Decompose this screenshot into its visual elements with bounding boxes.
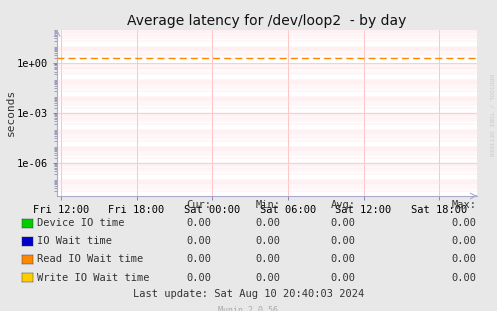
- Title: Average latency for /dev/loop2  - by day: Average latency for /dev/loop2 - by day: [127, 14, 407, 28]
- Text: 0.00: 0.00: [186, 218, 211, 228]
- Text: 0.00: 0.00: [331, 272, 355, 282]
- Text: Write IO Wait time: Write IO Wait time: [37, 272, 150, 282]
- Text: Device IO time: Device IO time: [37, 218, 125, 228]
- Text: 0.00: 0.00: [451, 236, 476, 246]
- Text: Min:: Min:: [256, 200, 281, 210]
- Text: 0.00: 0.00: [256, 236, 281, 246]
- Text: 0.00: 0.00: [186, 236, 211, 246]
- Text: Last update: Sat Aug 10 20:40:03 2024: Last update: Sat Aug 10 20:40:03 2024: [133, 289, 364, 299]
- Text: Max:: Max:: [451, 200, 476, 210]
- Text: IO Wait time: IO Wait time: [37, 236, 112, 246]
- Y-axis label: seconds: seconds: [5, 89, 15, 136]
- Text: Munin 2.0.56: Munin 2.0.56: [219, 306, 278, 311]
- Text: 0.00: 0.00: [451, 218, 476, 228]
- Text: 0.00: 0.00: [186, 272, 211, 282]
- Text: Cur:: Cur:: [186, 200, 211, 210]
- Text: 0.00: 0.00: [331, 218, 355, 228]
- Text: Read IO Wait time: Read IO Wait time: [37, 254, 144, 264]
- Text: 0.00: 0.00: [256, 218, 281, 228]
- Text: 0.00: 0.00: [331, 236, 355, 246]
- Text: 0.00: 0.00: [256, 254, 281, 264]
- Text: 0.00: 0.00: [186, 254, 211, 264]
- Text: Avg:: Avg:: [331, 200, 355, 210]
- Text: 0.00: 0.00: [331, 254, 355, 264]
- Text: 0.00: 0.00: [256, 272, 281, 282]
- Text: 0.00: 0.00: [451, 272, 476, 282]
- Text: 0.00: 0.00: [451, 254, 476, 264]
- Text: RRDTOOL / TOBI OETIKER: RRDTOOL / TOBI OETIKER: [488, 74, 493, 156]
